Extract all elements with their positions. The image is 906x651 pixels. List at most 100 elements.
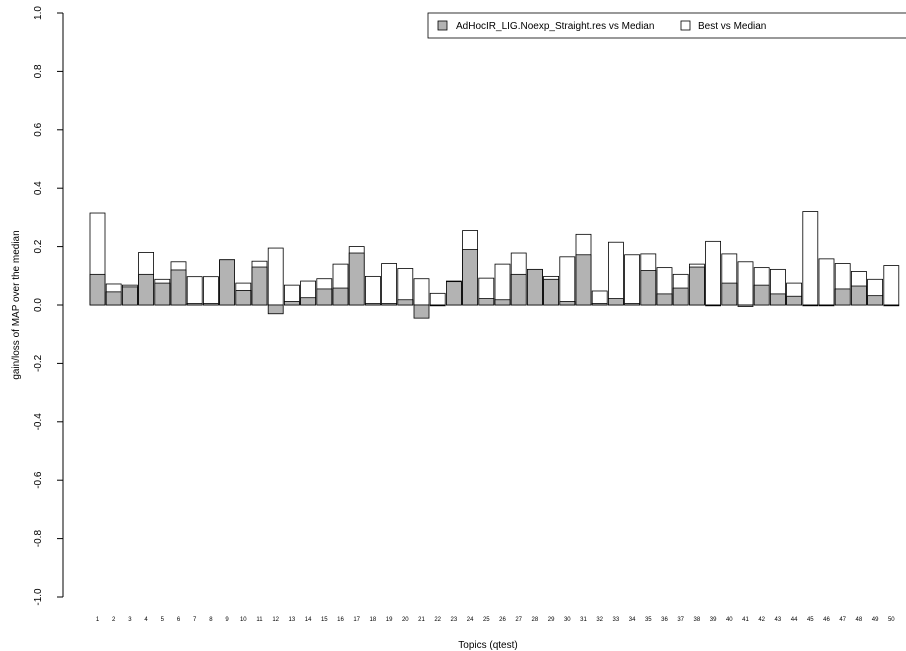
x-tick-label: 3 — [128, 617, 132, 623]
x-tick-label: 23 — [451, 617, 458, 623]
y-tick-label: 0.0 — [33, 298, 44, 312]
bar-adhocir-vs-median — [737, 304, 754, 307]
bar-adhocir-vs-median — [527, 268, 543, 306]
bar-best-vs-median — [494, 263, 511, 306]
bar-best-vs-median — [364, 275, 381, 306]
bar-adhocir-vs-median — [251, 266, 268, 306]
bar-adhocir-vs-median — [786, 295, 802, 306]
y-axis: -1.0 -0.8 -0.6 -0.4 -0.2 0.0 0.2 0.4 0.6 0.8 1.0 — [33, 6, 64, 606]
legend-label-best: Best vs Median — [698, 21, 766, 32]
bar-best-vs-median — [186, 276, 203, 306]
x-tick-label: 8 — [209, 617, 213, 623]
x-tick-label: 43 — [775, 617, 782, 623]
x-tick-label: 35 — [645, 617, 652, 623]
x-tick-label: 32 — [596, 617, 603, 623]
x-tick-label: 16 — [337, 617, 344, 623]
x-tick-label: 27 — [515, 617, 522, 623]
x-tick-label: 21 — [418, 617, 425, 623]
bar-adhocir-vs-median — [445, 281, 462, 306]
bar-best-vs-median — [429, 292, 446, 306]
bar-adhocir-vs-median — [332, 287, 349, 306]
x-tick-label: 4 — [144, 617, 148, 623]
x-tick-label: 42 — [758, 617, 765, 623]
x-tick-label: 13 — [289, 617, 296, 623]
x-tick-label: 24 — [467, 617, 474, 623]
y-tick-label: -0.2 — [33, 354, 44, 372]
bar-adhocir-vs-median — [689, 266, 705, 306]
bar-best-vs-median — [381, 263, 398, 306]
x-tick-label: 7 — [193, 617, 197, 623]
bar-adhocir-vs-median — [591, 303, 608, 306]
bar-adhocir-vs-median — [543, 278, 559, 306]
x-tick-group: 1 2 3 4 5 6 7 8 9 10 11 12 13 14 15 16 17 18 19 20 21 22 23 24 2… — [96, 617, 895, 623]
x-tick-label: 1 — [96, 617, 100, 623]
bar-best-vs-median — [624, 254, 640, 306]
x-tick-label: 17 — [353, 617, 360, 623]
bar-adhocir-vs-median — [202, 303, 219, 306]
bar-adhocir-vs-median — [154, 282, 171, 306]
bar-adhocir-vs-median — [851, 285, 867, 306]
x-tick-label: 9 — [225, 617, 229, 623]
bar-best-vs-median — [705, 240, 721, 306]
x-tick-label: 25 — [483, 617, 490, 623]
x-tick-label: 33 — [613, 617, 620, 623]
x-tick-label: 6 — [177, 617, 181, 623]
x-tick-label: 48 — [856, 617, 863, 623]
bar-adhocir-vs-median — [235, 289, 252, 306]
bar-adhocir-vs-median — [397, 299, 414, 306]
bar-adhocir-vs-median — [462, 249, 479, 306]
x-tick-label: 46 — [823, 617, 830, 623]
bar-adhocir-vs-median — [640, 270, 657, 306]
bar-adhocir-vs-median — [316, 288, 333, 306]
y-tick-label: 0.8 — [33, 64, 44, 78]
bar-adhocir-vs-median — [802, 304, 819, 307]
y-axis-label: gain/loss of MAP over the median — [11, 230, 22, 379]
x-tick-label: 50 — [888, 617, 895, 623]
legend-swatch-adhocir — [437, 20, 448, 31]
bar-adhocir-vs-median — [283, 301, 300, 306]
bar-adhocir-vs-median — [122, 286, 138, 306]
x-tick-label: 44 — [791, 617, 798, 623]
bar-best-vs-median — [413, 278, 430, 306]
bar-adhocir-vs-median — [559, 301, 576, 306]
bar-best-vs-median — [202, 276, 219, 306]
bar-adhocir-vs-median — [364, 303, 381, 306]
x-tick-label: 11 — [256, 617, 263, 623]
x-tick-label: 10 — [240, 617, 247, 623]
x-tick-label: 5 — [161, 617, 165, 623]
bar-adhocir-vs-median — [656, 293, 673, 306]
legend-swatch-best — [680, 20, 691, 31]
bar-adhocir-vs-median — [413, 304, 430, 319]
x-axis-label: Topics (qtest) — [458, 640, 517, 651]
y-tick-label: 0.6 — [33, 122, 44, 136]
bar-adhocir-vs-median — [138, 273, 155, 306]
x-tick-label: 18 — [370, 617, 377, 623]
bar-adhocir-vs-median — [770, 293, 786, 306]
bar-adhocir-vs-median — [219, 259, 236, 306]
bar-adhocir-vs-median — [705, 304, 721, 307]
x-tick-label: 49 — [872, 617, 879, 623]
bar-adhocir-vs-median — [753, 284, 770, 306]
bar-best-vs-median — [818, 258, 835, 306]
bar-best-vs-median — [559, 256, 576, 306]
bar-adhocir-vs-median — [883, 304, 900, 307]
x-tick-label: 31 — [580, 617, 587, 623]
bar-best-vs-median — [802, 211, 819, 306]
x-tick-label: 47 — [839, 617, 846, 623]
y-tick-group: -1.0 -0.8 -0.6 -0.4 -0.2 0.0 0.2 0.4 0.6 0.8 1.0 — [33, 6, 63, 606]
x-tick-label: 15 — [321, 617, 328, 623]
bar-adhocir-vs-median — [381, 303, 398, 306]
bar-adhocir-vs-median — [867, 295, 883, 306]
y-tick-label: -0.8 — [33, 530, 44, 548]
x-tick-label: 12 — [272, 617, 279, 623]
y-tick-label: -0.4 — [33, 413, 44, 431]
x-tick-label: 41 — [742, 617, 749, 623]
x-tick-label: 2 — [112, 617, 116, 623]
bar-adhocir-vs-median — [608, 298, 624, 306]
x-tick-label: 37 — [677, 617, 684, 623]
bar-adhocir-vs-median — [170, 269, 187, 306]
y-tick-label: 1.0 — [33, 6, 44, 20]
bar-adhocir-vs-median — [89, 273, 106, 306]
y-tick-label: 0.2 — [33, 239, 44, 253]
